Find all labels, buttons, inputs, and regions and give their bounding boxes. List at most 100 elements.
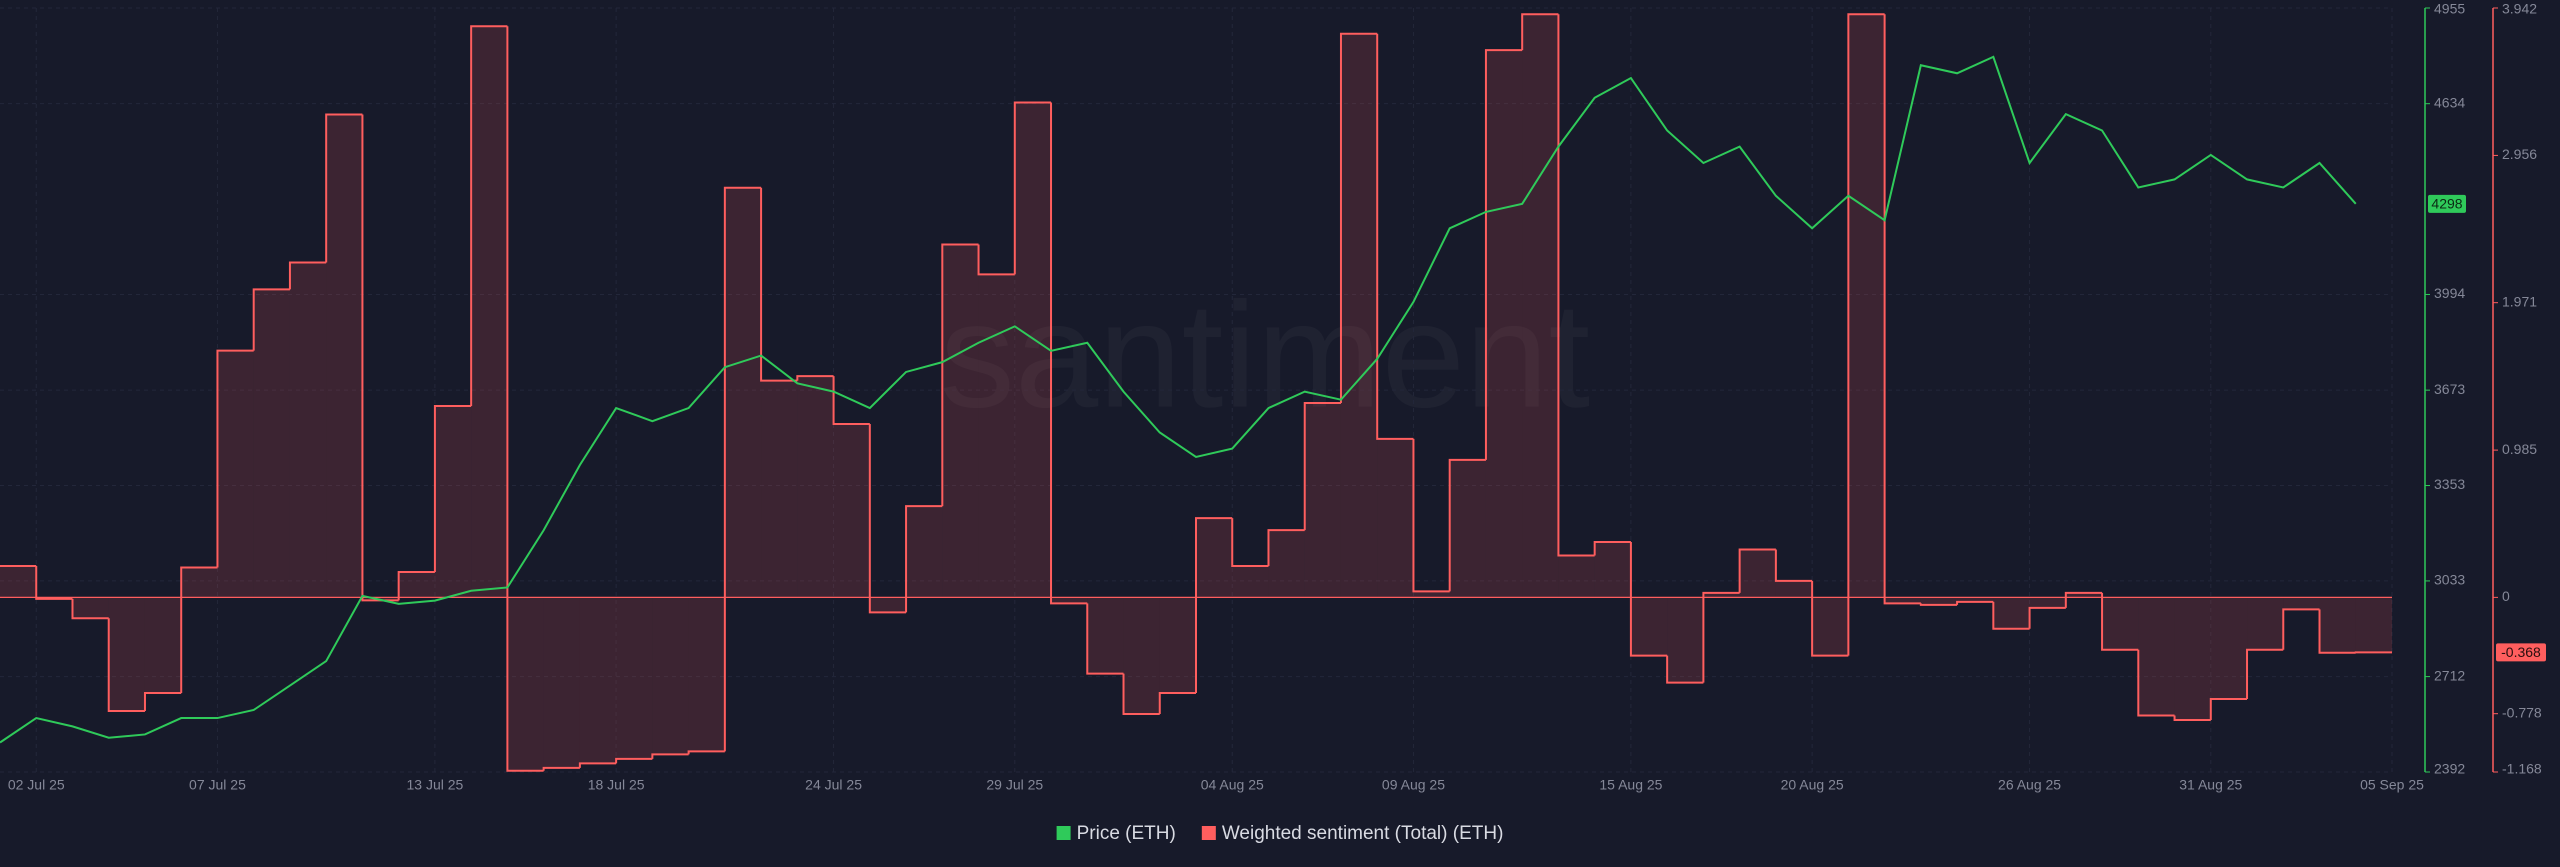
sentiment-step: [687, 750, 725, 755]
sentiment-area: [1340, 33, 1378, 598]
x-tick-label: 07 Jul 25: [189, 777, 246, 793]
sentiment-step: [107, 618, 145, 712]
sentiment-step: [723, 186, 762, 752]
sentiment-area: [1667, 597, 1704, 683]
sentiment-step: [1195, 517, 1233, 694]
sentiment-step: [1086, 603, 1124, 675]
sentiment-step: [1883, 14, 1921, 605]
sentiment-step: [1956, 600, 1994, 605]
sentiment-area: [217, 350, 254, 598]
sentiment-step: [2101, 592, 2139, 651]
sentiment-area: [1232, 565, 1269, 598]
current-value-box: [2428, 194, 2466, 213]
sentiment-area: [688, 597, 725, 752]
sentiment-step: [1593, 541, 1631, 556]
sentiment-area: [797, 376, 834, 598]
sentiment-step: [71, 598, 109, 620]
sentiment-step: [1919, 603, 1958, 606]
sentiment-area: [543, 597, 580, 768]
sentiment-step: [288, 261, 327, 290]
sentiment-step: [2282, 608, 2320, 650]
sentiment-area: [507, 597, 544, 771]
sentiment-area: [1594, 542, 1631, 598]
sentiment-area: [1848, 14, 1885, 598]
sentiment-step: [1992, 601, 2030, 630]
x-tick-label: 05 Sep 25: [2360, 777, 2424, 793]
sentiment-step: [180, 566, 218, 694]
sentiment-step: [542, 766, 580, 771]
x-tick-label: 02 Jul 25: [8, 777, 65, 793]
sentiment-area: [1920, 597, 1958, 605]
sentiment-step: [1013, 101, 1052, 275]
sentiment-area: [1739, 549, 1776, 598]
y-tick-label: 3353: [2434, 476, 2465, 492]
current-value-label: 4298: [2431, 196, 2462, 212]
sentiment-step: [2318, 609, 2356, 654]
y2-tick-label: -0.778: [2502, 704, 2542, 720]
sentiment-area: [1630, 597, 1668, 656]
sentiment-area: [2283, 597, 2320, 610]
sentiment-area: [289, 262, 327, 598]
x-tick-label: 24 Jul 25: [805, 777, 862, 793]
sentiment-area: [724, 187, 762, 598]
sentiment-area: [1377, 438, 1414, 598]
sentiment-step: [1412, 438, 1450, 593]
legend-label: Price (ETH): [1077, 823, 1176, 844]
sentiment-area: [906, 506, 943, 598]
x-tick-label: 31 Aug 25: [2179, 777, 2242, 793]
sentiment-step: [1811, 580, 1849, 657]
x-tick-label: 29 Jul 25: [986, 777, 1043, 793]
sentiment-step: [796, 375, 834, 381]
sentiment-step: [1774, 549, 1813, 582]
sentiment-area: [181, 567, 218, 598]
sentiment-area: [2138, 597, 2175, 716]
sentiment-series: [0, 13, 2392, 772]
y2-tick-label: 3.942: [2502, 1, 2537, 17]
sentiment-area: [2210, 597, 2248, 700]
sentiment-step: [1158, 692, 1196, 714]
sentiment-area: [942, 244, 979, 598]
sentiment-area: [434, 405, 472, 598]
sentiment-area: [1051, 597, 1088, 604]
y-tick-label: 3033: [2434, 572, 2465, 588]
sentiment-step: [651, 753, 689, 759]
current-value-label: -0.368: [2501, 644, 2541, 660]
sentiment-area: [761, 380, 798, 598]
sentiment-area: [1449, 459, 1486, 598]
sentiment-step: [470, 25, 508, 406]
sentiment-area: [1268, 530, 1305, 598]
x-tick-label: 04 Aug 25: [1201, 777, 1264, 793]
price-line: [0, 55, 2357, 744]
sentiment-area: [326, 114, 363, 598]
sentiment-area: [1159, 597, 1196, 694]
sentiment-area: [616, 597, 653, 759]
sentiment-step: [397, 570, 435, 601]
sentiment-area: [1087, 597, 1124, 674]
sentiment-area: [2355, 597, 2392, 653]
sentiment-step: [941, 243, 979, 507]
legend-item: Weighted sentiment (Total) (ETH): [1201, 823, 1504, 844]
sentiment-step: [578, 762, 617, 768]
legend-label: Weighted sentiment (Total) (ETH): [1222, 823, 1504, 844]
legend-swatch: [1201, 826, 1216, 840]
x-tick-label: 20 Aug 25: [1781, 777, 1844, 793]
sentiment-area: [471, 26, 508, 598]
sentiment-step: [2028, 606, 2066, 629]
sentiment-step: [2064, 591, 2103, 608]
x-tick-label: 26 Aug 25: [1998, 777, 2061, 793]
sentiment-area: [833, 423, 870, 598]
sentiment-area: [1123, 597, 1160, 714]
sentiment-step: [1448, 458, 1486, 592]
sentiment-step: [2137, 649, 2175, 717]
sentiment-area: [1957, 597, 1994, 602]
sentiment-area: [1485, 50, 1523, 598]
sentiment-area: [1413, 591, 1450, 598]
sentiment-step: [1303, 402, 1341, 531]
sentiment-step: [1122, 673, 1160, 715]
legend-item: Price (ETH): [1056, 823, 1176, 844]
y-tick-label: 2712: [2434, 667, 2465, 683]
sentiment-area: [2247, 597, 2284, 650]
sentiment-step: [1666, 655, 1704, 684]
